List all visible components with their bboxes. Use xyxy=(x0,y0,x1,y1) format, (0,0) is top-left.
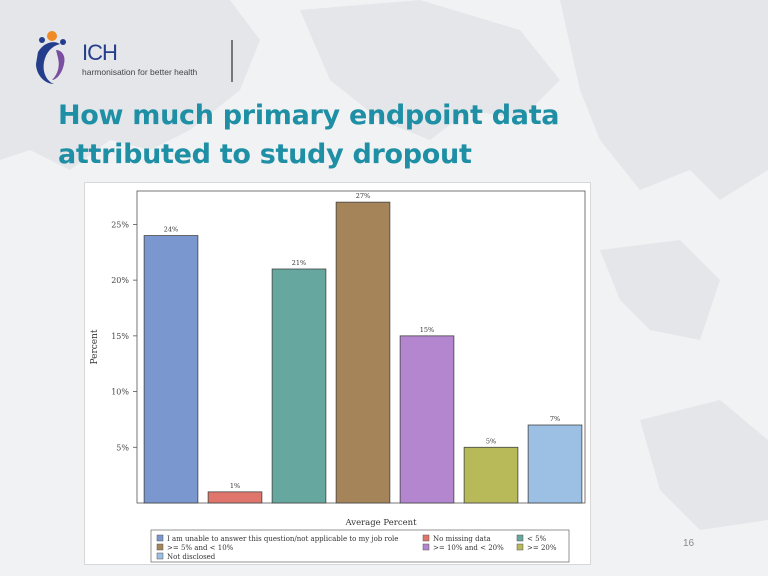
legend-swatch xyxy=(156,552,164,560)
bar-value-label: 27% xyxy=(356,192,370,200)
y-tick-label: 10% xyxy=(111,388,129,397)
y-tick-label: 25% xyxy=(111,220,129,229)
bar-value-label: 24% xyxy=(164,226,178,234)
y-tick-label: 5% xyxy=(116,443,129,452)
bar xyxy=(335,201,391,504)
legend-label: >= 10% and < 20% xyxy=(433,544,504,552)
bar xyxy=(463,446,519,504)
bar xyxy=(527,424,583,504)
ich-logo-icon xyxy=(36,31,66,84)
slide-title-line-1: How much primary endpoint data xyxy=(58,100,560,131)
legend-swatch xyxy=(516,534,524,542)
legend-label: Not disclosed xyxy=(167,553,216,561)
legend-swatch xyxy=(422,543,430,551)
slide-title-line-2: attributed to study dropout xyxy=(58,139,472,170)
legend-swatch xyxy=(156,534,164,542)
legend-swatch xyxy=(156,543,164,551)
bar-value-label: 5% xyxy=(486,437,496,445)
legend-label: I am unable to answer this question/not … xyxy=(167,535,398,543)
bar-value-label: 7% xyxy=(550,415,560,423)
y-axis-label: Percent xyxy=(90,329,100,364)
bar-value-label: 15% xyxy=(420,326,434,334)
legend-label: < 5% xyxy=(527,535,547,543)
slide-title: How much primary endpoint data attribute… xyxy=(58,96,698,174)
legend-box xyxy=(150,529,570,563)
legend-label: No missing data xyxy=(433,535,491,543)
logo-tagline: harmonisation for better health xyxy=(82,67,198,77)
legend-swatch xyxy=(422,534,430,542)
bar xyxy=(271,268,327,504)
bar-value-label: 1% xyxy=(230,482,240,490)
legend-label: >= 20% xyxy=(527,544,557,552)
x-axis-label: Average Percent xyxy=(344,518,417,528)
bar xyxy=(399,335,455,504)
chart-panel: 5% 10% 15% 20% 25% Percent 24% 1% 21% 27% 15% 5% 7% A… xyxy=(84,182,591,565)
bar xyxy=(143,235,199,504)
legend-label: >= 5% and < 10% xyxy=(167,544,234,552)
y-tick-label: 20% xyxy=(111,276,129,285)
bar-chart: 5% 10% 15% 20% 25% Percent 24% 1% 21% 27% 15% 5% 7% A… xyxy=(90,190,586,563)
bar xyxy=(207,491,263,504)
page-number: 16 xyxy=(683,538,695,549)
logo-divider xyxy=(231,40,233,82)
bar-value-label: 21% xyxy=(292,259,306,267)
y-tick-label: 15% xyxy=(111,332,129,341)
logo-name: ICH xyxy=(82,40,118,65)
legend-swatch xyxy=(516,543,524,551)
